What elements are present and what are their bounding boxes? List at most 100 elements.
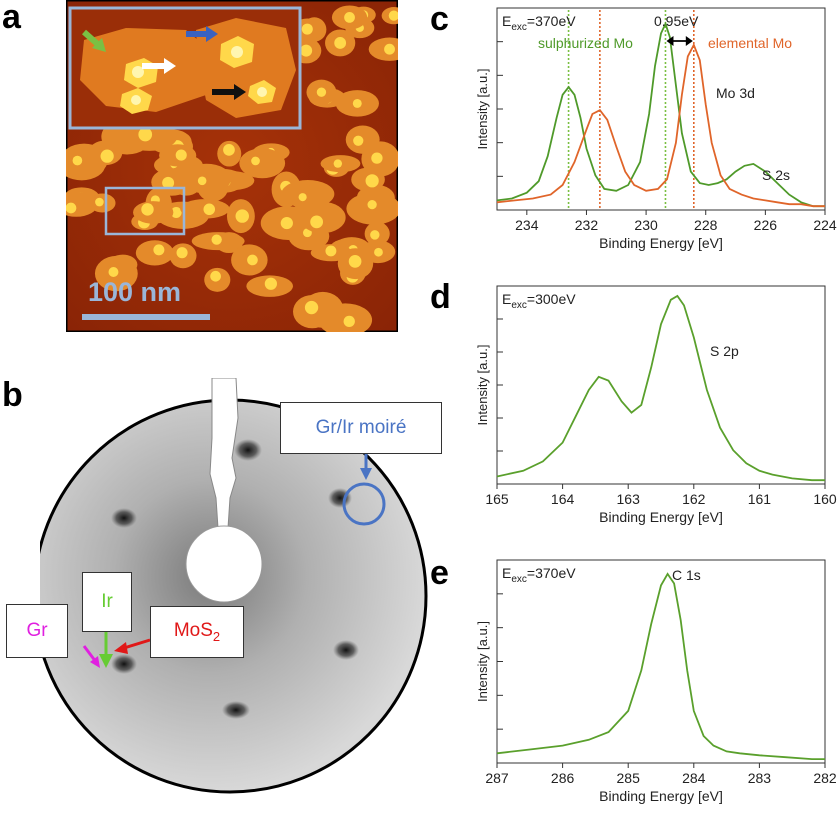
series-line-s2p [496, 294, 825, 482]
x-axis-label: Binding Energy [eV] [599, 509, 723, 525]
bilayer-island [343, 315, 355, 328]
y-axis-label: Intensity [a.u.] [475, 69, 490, 150]
excitation-energy-symbol: E [502, 291, 511, 307]
label-c-1s: C 1s [672, 567, 701, 583]
mos2-arrow [114, 642, 128, 654]
panel-letter-d: d [430, 278, 451, 316]
excitation-energy-label: Eexc=370eV [502, 13, 576, 33]
excitation-energy-subscript: exc [511, 300, 527, 311]
x-tick-label: 226 [754, 217, 778, 233]
moire-arrow [360, 468, 372, 480]
bilayer-island [210, 270, 221, 282]
bilayer-island [211, 234, 222, 245]
x-tick-label: 164 [551, 491, 575, 507]
bilayer-island [72, 155, 83, 166]
bilayer-island [353, 135, 364, 146]
panel-letter-b: b [2, 376, 23, 414]
label-gr: Gr [6, 604, 68, 658]
x-tick-label: 163 [617, 491, 641, 507]
label-gr-ir-moire: Gr/Ir moiré [280, 402, 442, 454]
x-tick-label: 230 [634, 217, 658, 233]
bilayer-island [197, 176, 207, 186]
x-tick-label: 228 [694, 217, 718, 233]
leed-spot [234, 439, 262, 461]
excitation-energy-value: =370eV [527, 565, 576, 581]
x-tick-label: 286 [551, 770, 575, 786]
x-tick-label: 165 [485, 491, 509, 507]
shift-arrow-head-left [666, 36, 674, 46]
x-tick-label: 282 [813, 770, 837, 786]
bilayer-island [370, 230, 380, 240]
moire-ring [342, 482, 386, 526]
excitation-energy-subscript: exc [511, 22, 527, 33]
mos2-island [299, 201, 346, 234]
mos2-island [133, 201, 174, 224]
series-line-sulphurized [496, 21, 825, 208]
x-tick-label: 285 [617, 770, 641, 786]
label-s-2p: S 2p [710, 343, 739, 359]
x-tick-label: 160 [813, 491, 837, 507]
xps-chart-s2p: 165 164 163 162 161 160 Binding Energy [eV] Int… [475, 285, 837, 525]
bilayer-island [300, 44, 313, 57]
bilayer-island [301, 23, 313, 35]
bilayer-island [108, 267, 119, 277]
x-tick-label: 161 [748, 491, 772, 507]
x-axis-label: Binding Energy [eV] [599, 788, 723, 804]
label-s-2s: S 2s [762, 167, 790, 183]
excitation-energy-value: =370eV [527, 13, 576, 29]
excitation-energy-label: Eexc=370eV [502, 565, 576, 585]
shift-arrow-head-right [685, 36, 693, 46]
label-gr-ir-moire-text: Gr/Ir moiré [315, 417, 407, 438]
excitation-energy-symbol: E [502, 13, 511, 29]
panel-letter-c: c [430, 0, 449, 38]
series-line-c1s [496, 572, 825, 761]
bilayer-island [388, 10, 400, 21]
series-line-elemental [496, 42, 825, 208]
x-axis-label: Binding Energy [eV] [599, 235, 723, 251]
bilayer-island [100, 149, 114, 163]
scale-bar-label: 100 nm [88, 277, 181, 307]
label-ir-text: Ir [101, 591, 113, 612]
xps-chart-c1s: 287 286 285 284 283 282 Binding Energy [eV] Int… [475, 559, 837, 804]
bilayer-island [176, 247, 188, 259]
xps-chart-mo3d: 234 232 230 228 226 224 Binding Energy [eV] Int… [475, 7, 837, 251]
bilayer-island [247, 254, 258, 266]
leed-spot [333, 640, 359, 660]
bilayer-island [153, 244, 165, 256]
x-tick-label: 234 [515, 217, 539, 233]
bilayer-island [170, 207, 182, 218]
y-axis-label: Intensity [a.u.] [475, 345, 490, 426]
leed-spot [111, 654, 137, 674]
bilayer-island [280, 216, 293, 230]
stm-image: 100 nm [54, 0, 411, 337]
bilayer-island [344, 12, 355, 23]
bilayer-island [334, 37, 347, 49]
leed-pattern [32, 377, 430, 818]
bilayer-island [175, 149, 187, 161]
label-mos2-base: MoS [173, 620, 213, 642]
x-tick-label: 232 [575, 217, 599, 233]
label-peak-shift: 0.95eV [654, 13, 699, 29]
bilayer-island [138, 127, 153, 142]
ir-arrow [99, 654, 113, 668]
label-elemental-mo: elemental Mo [708, 35, 792, 51]
bilayer-island [141, 203, 154, 216]
label-mo-3d: Mo 3d [716, 85, 755, 101]
stm-inset [68, 6, 302, 130]
x-tick-label: 162 [682, 491, 706, 507]
bilayer-island [95, 197, 104, 207]
mos2-island [54, 191, 98, 217]
label-mos2-sub: 2 [212, 628, 221, 644]
bilayer-island [325, 245, 337, 257]
leed-svg [32, 377, 428, 794]
label-mos2: MoS2 [150, 606, 244, 658]
x-tick-label: 224 [813, 217, 837, 233]
mos2-island [239, 148, 286, 179]
bilayer-island [235, 209, 249, 223]
bilayer-island [316, 87, 327, 97]
x-tick-label: 287 [485, 770, 509, 786]
bilayer-island [203, 203, 216, 216]
bilayer-island [352, 98, 362, 108]
bilayer-island [264, 277, 278, 290]
bilayer-island [251, 156, 260, 166]
